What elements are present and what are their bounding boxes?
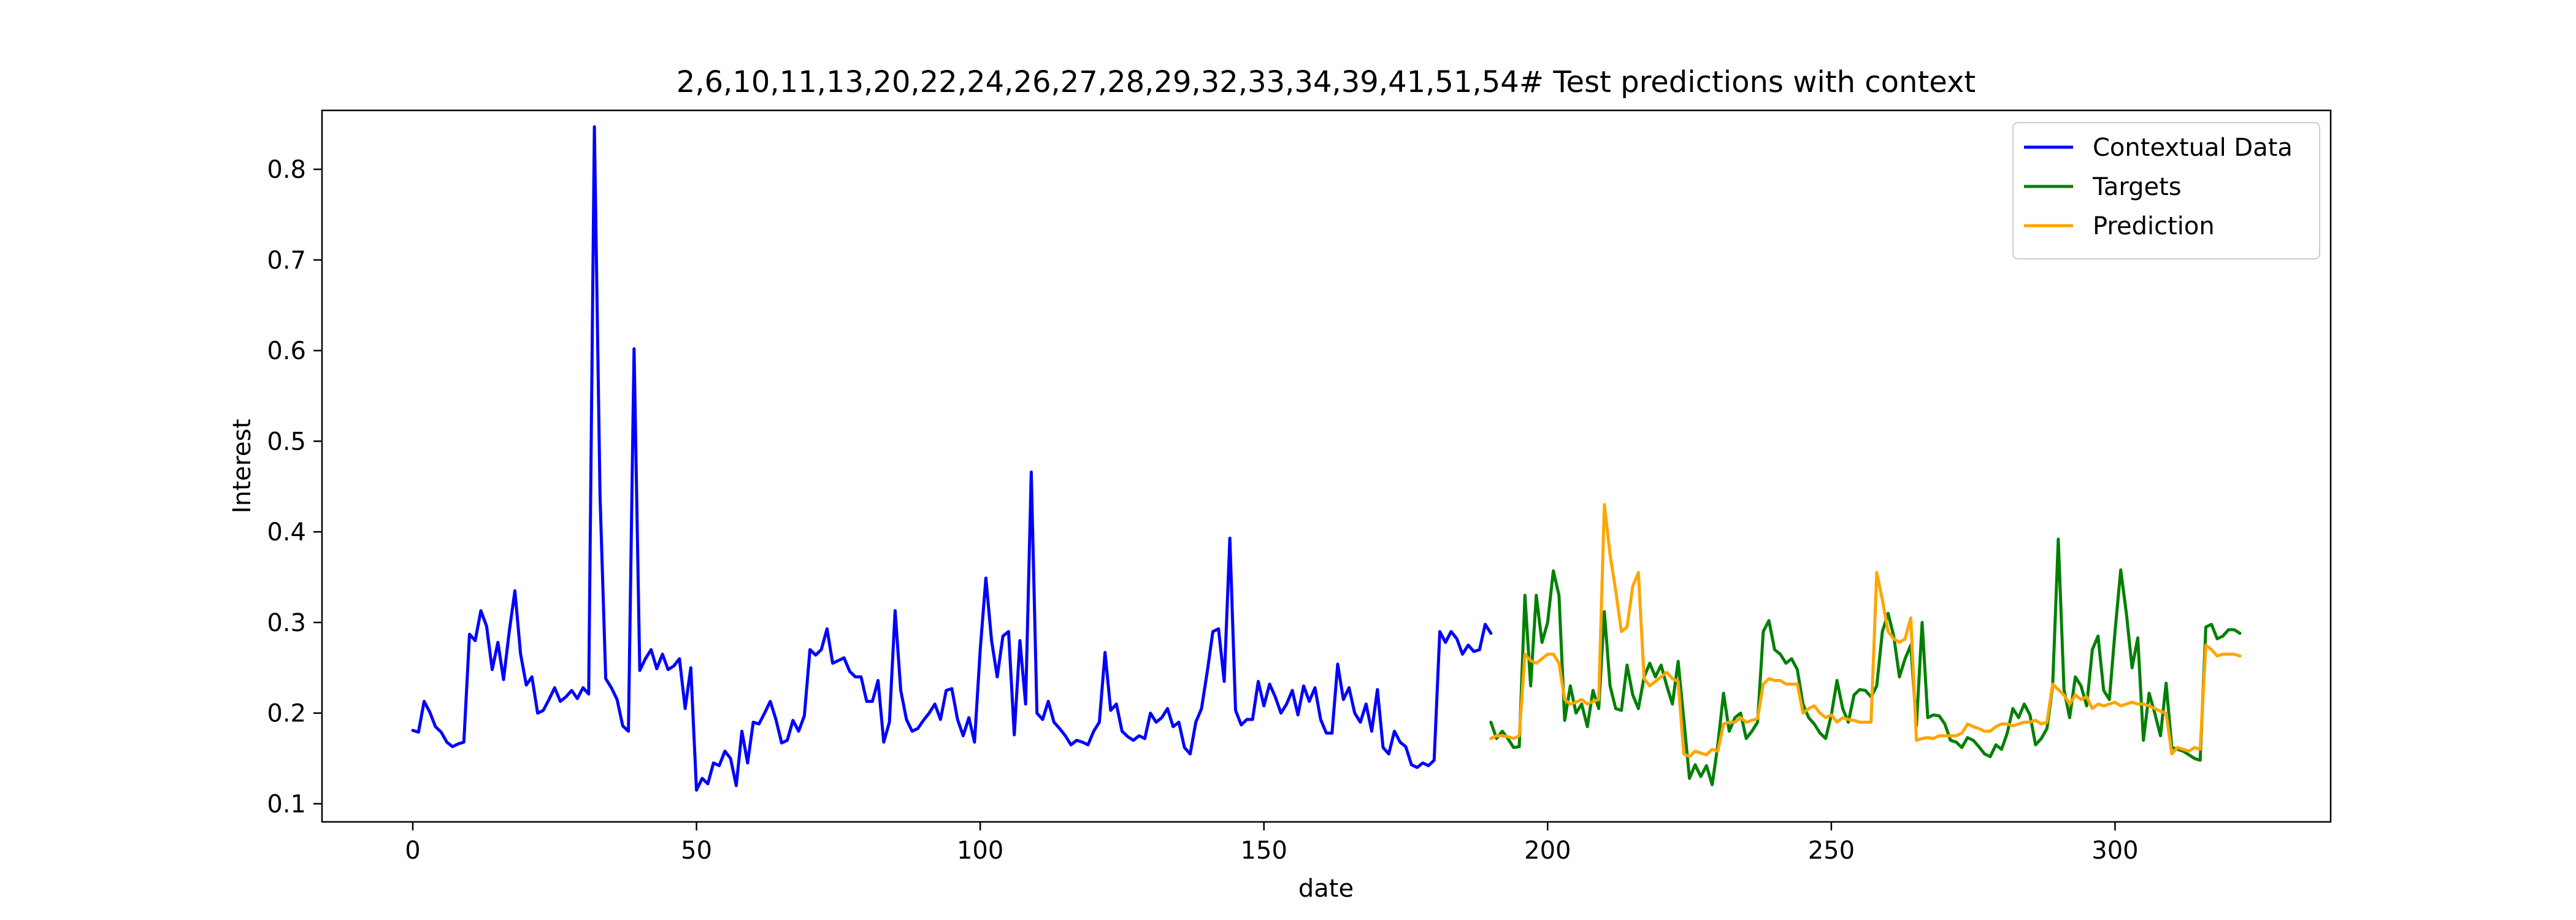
y-tick-label: 0.2 <box>267 700 306 728</box>
series-line-contextual-data <box>411 125 1493 792</box>
x-tick-label: 200 <box>1524 837 1571 865</box>
legend: Contextual Data Targets Prediction <box>2012 122 2320 259</box>
y-tick-label: 0.4 <box>267 518 306 546</box>
x-tick-label: 150 <box>1241 837 1287 865</box>
y-tick-label: 0.5 <box>267 427 306 456</box>
legend-box <box>2012 122 2320 259</box>
legend-label: Targets <box>2092 173 2182 201</box>
x-tick-label: 0 <box>405 837 420 865</box>
x-tick-label: 250 <box>1808 837 1855 865</box>
chart-title: 2,6,10,11,13,20,22,24,26,27,28,29,32,33,… <box>677 65 1976 99</box>
x-axis-label: date <box>1298 875 1354 903</box>
y-tick-label: 0.8 <box>267 156 306 184</box>
x-tick-label: 50 <box>681 837 712 865</box>
legend-label: Prediction <box>2093 212 2215 240</box>
y-axis-label: Interest <box>228 419 256 513</box>
x-axis-ticks: 0 50 100 150 200 250 300 <box>405 822 2139 865</box>
y-tick-label: 0.3 <box>267 609 306 637</box>
plot-frame <box>321 109 2332 823</box>
y-axis-ticks: 0.1 0.2 0.3 0.4 0.5 0.6 0.7 0.8 <box>267 156 322 818</box>
y-tick-label: 0.1 <box>267 790 306 818</box>
legend-label: Contextual Data <box>2093 134 2293 162</box>
y-tick-label: 0.7 <box>267 247 306 275</box>
x-tick-label: 300 <box>2091 837 2138 865</box>
series-layer <box>411 125 2242 792</box>
x-tick-label: 100 <box>957 837 1003 865</box>
series-line-targets <box>1489 537 2242 786</box>
y-tick-label: 0.6 <box>267 337 306 366</box>
series-line-prediction <box>1489 503 2242 759</box>
